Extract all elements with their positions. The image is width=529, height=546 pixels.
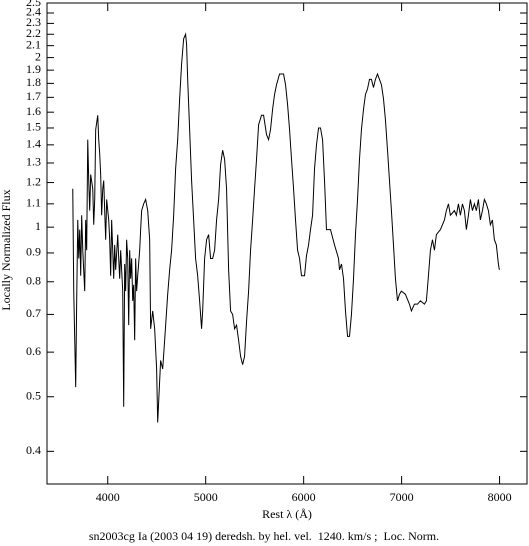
y-tick-label: 1.3 <box>26 155 41 169</box>
y-axis-label: Locally Normalized Flux <box>0 189 13 310</box>
y-tick-label: 2.3 <box>26 15 41 29</box>
y-tick-label: 1.7 <box>26 89 41 103</box>
x-tick-label: 5000 <box>194 490 218 504</box>
y-tick-label: 1.2 <box>26 174 41 188</box>
y-tick-label: 0.5 <box>26 388 41 402</box>
y-tick-label: 0.6 <box>26 344 41 358</box>
y-tick-label: 1.1 <box>26 196 41 210</box>
x-tick-label: 8000 <box>488 490 512 504</box>
y-tick-label: 1.9 <box>26 62 41 76</box>
caption: sn2003cg Ia (2003 04 19) deredsh. by hel… <box>89 529 439 543</box>
y-tick-label: 2.4 <box>26 5 41 19</box>
y-tick-label: 2 <box>35 49 41 63</box>
y-tick-label: 0.9 <box>26 245 41 259</box>
y-tick-label: 2.1 <box>26 37 41 51</box>
x-tick-label: 7000 <box>390 490 414 504</box>
x-tick-label: 4000 <box>96 490 120 504</box>
y-tick-label: 1.8 <box>26 75 41 89</box>
y-tick-label: 1.6 <box>26 104 41 118</box>
x-axis-label: Rest λ (Å) <box>262 507 312 521</box>
plot-frame <box>46 2 528 485</box>
y-tick-label: 1.5 <box>26 120 41 134</box>
y-tick-label: 0.8 <box>26 274 41 288</box>
y-tick-label: 0.4 <box>26 443 41 457</box>
x-tick-label: 6000 <box>292 490 316 504</box>
spectrum-line <box>72 32 500 423</box>
y-tick-label: 0.7 <box>26 306 41 320</box>
y-tick-label: 2.5 <box>26 0 41 9</box>
y-tick-label: 1.4 <box>26 137 41 151</box>
y-tick-label: 1 <box>35 219 41 233</box>
y-tick-label: 2.2 <box>26 26 41 40</box>
